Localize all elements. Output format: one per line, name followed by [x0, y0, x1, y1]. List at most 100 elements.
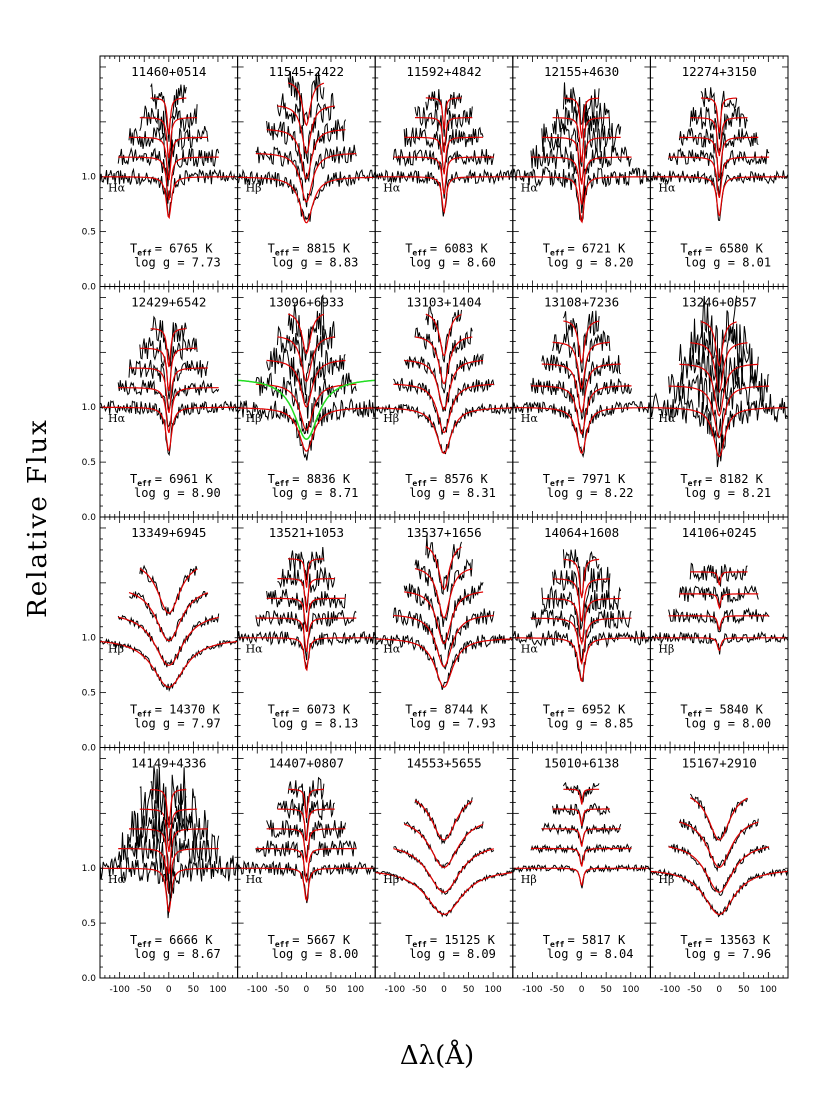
- observed-spectrum-line: [689, 793, 748, 842]
- panel-title: 13108+7236: [544, 295, 619, 310]
- model-fit-line: [563, 558, 600, 598]
- x-tick-label: 50: [738, 985, 750, 995]
- logg-label: log g = 7.96: [684, 947, 771, 961]
- panel-plot-area: [237, 547, 376, 672]
- model-fit-line: [129, 828, 208, 874]
- line-id-label: Hβ: [246, 182, 262, 195]
- panel-title: 14553+5655: [406, 756, 481, 771]
- model-fit-line: [404, 359, 484, 411]
- observed-spectrum-line: [287, 547, 325, 581]
- observed-spectrum-line: [100, 167, 238, 216]
- line-id-label: Hα: [246, 643, 264, 656]
- x-tick-label: 50: [463, 985, 475, 995]
- x-axis-label: Δλ(Å): [400, 1039, 474, 1071]
- y-tick-label: 0.0: [82, 513, 97, 523]
- model-fit-line: [512, 637, 651, 683]
- model-fit-line: [266, 597, 346, 633]
- panel-plot-area: [237, 776, 376, 904]
- x-tick-label: -100: [109, 985, 130, 995]
- model-fit-line: [266, 359, 346, 408]
- teff-label: Teff = 8815 K: [268, 242, 351, 258]
- y-tick-label: 0.5: [82, 919, 96, 929]
- teff-label: Teff = 8744 K: [405, 703, 488, 719]
- teff-label: Teff = 6765 K: [130, 242, 213, 258]
- model-fit-line: [288, 788, 324, 819]
- model-fit-line: [403, 823, 484, 869]
- observed-spectrum-line: [552, 102, 611, 167]
- model-fit-line: [118, 616, 219, 666]
- model-fit-line: [650, 407, 788, 458]
- panel-title: 12274+3150: [682, 64, 757, 79]
- model-fit-line: [531, 617, 632, 666]
- teff-label: Teff = 6580 K: [680, 242, 763, 258]
- teff-label: Teff = 8576 K: [405, 472, 488, 488]
- model-fit-line: [563, 320, 600, 365]
- line-id-label: Hβ: [521, 873, 537, 886]
- observed-spectrum-line: [266, 347, 346, 419]
- observed-spectrum-line: [255, 840, 357, 881]
- logg-label: log g = 8.60: [409, 256, 496, 270]
- model-fit-line: [512, 407, 651, 454]
- panel-plot-area: [237, 294, 376, 461]
- panel-title: 15010+6138: [544, 756, 619, 771]
- teff-label: Teff = 5840 K: [680, 703, 763, 719]
- model-fit-line: [563, 97, 600, 139]
- observed-spectrum-line: [375, 402, 513, 455]
- logg-label: log g = 8.67: [134, 947, 221, 961]
- teff-label: Teff = 7971 K: [543, 472, 626, 488]
- line-id-label: Hα: [246, 873, 264, 886]
- model-fit-line: [375, 176, 513, 214]
- model-fit-line: [531, 156, 632, 205]
- observed-spectrum-line: [562, 82, 600, 125]
- observed-spectrum-line: [100, 399, 238, 457]
- panel-title: 15167+2910: [682, 756, 757, 771]
- panel-title: 13246+0857: [682, 295, 757, 310]
- logg-label: log g = 8.04: [547, 947, 634, 961]
- panel-title: 14106+0245: [682, 525, 757, 540]
- logg-label: log g = 8.00: [684, 717, 771, 731]
- logg-label: log g = 8.90: [134, 486, 221, 500]
- x-tick-label: 100: [760, 985, 777, 995]
- observed-spectrum-line: [128, 810, 209, 894]
- model-fit-line: [541, 597, 621, 646]
- logg-label: log g = 8.85: [547, 717, 634, 731]
- model-fit-line: [414, 799, 473, 841]
- teff-label: Teff = 8182 K: [680, 472, 763, 488]
- observed-spectrum-line: [287, 294, 325, 361]
- x-tick-label: 100: [485, 985, 502, 995]
- panel-title: 14407+0807: [269, 756, 344, 771]
- x-tick-label: -50: [412, 985, 427, 995]
- line-id-label: Hβ: [246, 412, 262, 425]
- teff-label: Teff = 6666 K: [130, 933, 213, 949]
- model-fit-line: [690, 117, 748, 157]
- x-tick-label: -100: [385, 985, 406, 995]
- model-fit-line: [128, 367, 208, 414]
- observed-spectrum-line: [552, 330, 611, 396]
- observed-spectrum-line: [414, 558, 473, 628]
- panel-title: 13096+6933: [269, 295, 344, 310]
- model-fit-line: [150, 97, 187, 135]
- model-fit-line: [668, 385, 770, 439]
- observed-spectrum-line: [512, 863, 651, 889]
- model-fit-line: [150, 788, 187, 829]
- panel-plot-area: [375, 89, 513, 217]
- model-fit-line: [237, 867, 375, 902]
- line-id-label: Hβ: [383, 873, 399, 886]
- model-fit-line: [288, 82, 325, 127]
- line-id-label: Hβ: [383, 412, 399, 425]
- model-fit-line: [139, 808, 198, 853]
- model-fit-line: [425, 97, 462, 130]
- observed-spectrum-line: [255, 144, 357, 208]
- model-fit-line: [393, 614, 494, 668]
